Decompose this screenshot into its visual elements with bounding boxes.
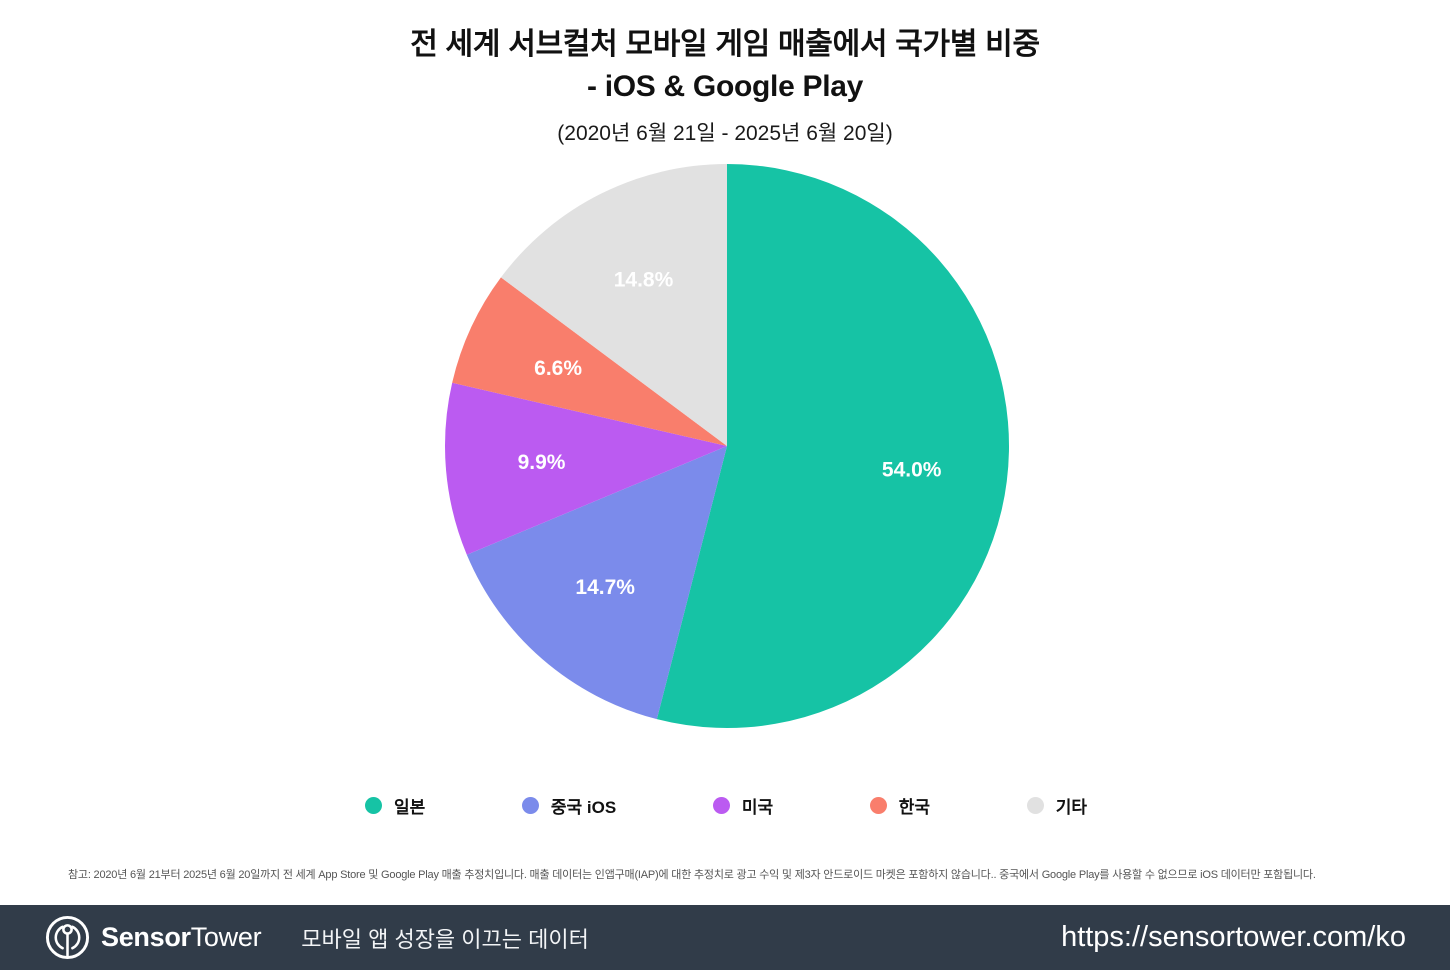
footer-bar: SensorTower 모바일 앱 성장을 이끄는 데이터 https://se… [0, 905, 1450, 970]
chart-legend: 일본 중국 iOS 미국 한국 기타 [365, 793, 1087, 818]
chart-title-line1: 전 세계 서브컬처 모바일 게임 매출에서 국가별 비중 [410, 28, 1040, 61]
legend-item-중국 iOS: 중국 iOS [521, 793, 617, 818]
brand-wordmark: SensorTower [101, 922, 262, 953]
legend-item-미국: 미국 [712, 793, 774, 818]
legend-label: 한국 [898, 798, 931, 817]
brand-tower: Tower [190, 922, 262, 952]
brand-sensor: Sensor [101, 922, 191, 952]
legend-item-기타: 기타 [1026, 793, 1087, 818]
legend-item-일본: 일본 [365, 793, 425, 818]
legend-label: 일본 [394, 798, 426, 817]
sensor-tower-logo-icon [45, 915, 90, 960]
pie-chart-svg: 54.0% 14.7% 9.9% 6.6% 14.8% [445, 164, 1010, 729]
legend-item-한국: 한국 [869, 793, 931, 818]
pie-slice-value-label: 9.9% [518, 451, 566, 474]
legend-label: 기타 [1055, 798, 1087, 817]
footnote: 참고: 2020년 6월 21부터 2025년 6월 20일까지 전 세계 Ap… [68, 869, 1316, 881]
legend-dot-icon [712, 797, 730, 814]
pie-chart: 54.0% 14.7% 9.9% 6.6% 14.8% [427, 146, 1027, 746]
pie-slice-중국 iOS [466, 446, 727, 720]
pie-slice-value-label: 6.6% [534, 357, 582, 380]
legend-dot-icon [365, 797, 382, 814]
chart-subtitle: (2020년 6월 21일 - 2025년 6월 20일) [557, 122, 893, 145]
pie-slice-한국 [452, 277, 727, 446]
pie-slice-value-label: 14.8% [614, 269, 674, 292]
footer-url: https://sensortower.com/ko [1061, 921, 1406, 953]
legend-label: 미국 [741, 798, 774, 817]
pie-slice-value-label: 54.0% [882, 458, 942, 481]
pie-slice-일본 [656, 164, 1010, 729]
pie-slice-기타 [500, 164, 727, 446]
chart-title-line2: - iOS & Google Play [586, 70, 864, 103]
pie-slice-미국 [445, 382, 727, 555]
legend-label: 중국 iOS [550, 798, 617, 817]
legend-dot-icon [521, 797, 539, 814]
footer-tagline: 모바일 앱 성장을 이끄는 데이터 [301, 926, 589, 952]
legend-dot-icon [869, 797, 887, 814]
pie-slice-value-label: 14.7% [575, 576, 635, 599]
legend-dot-icon [1026, 797, 1044, 814]
chart-header: 전 세계 서브컬처 모바일 게임 매출에서 국가별 비중 - iOS & Goo… [0, 24, 1450, 147]
